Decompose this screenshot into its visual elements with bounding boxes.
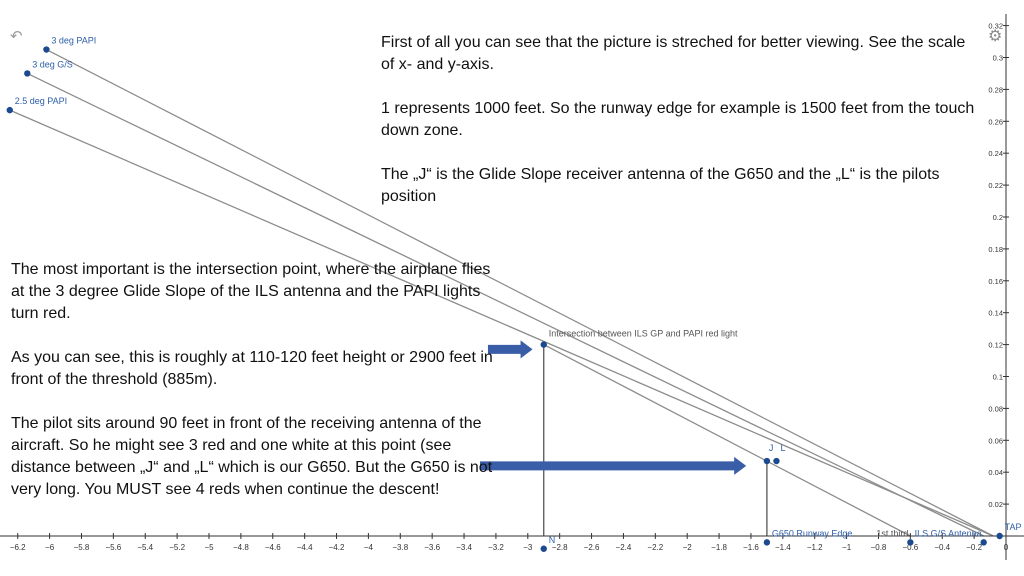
glide-line-0	[46, 48, 994, 537]
point-label-10: TAP	[1005, 522, 1022, 532]
point-1	[24, 70, 31, 77]
note-left-3: The pilot sits around 90 feet in front o…	[11, 415, 493, 498]
y-tick-label: 0.22	[988, 181, 1003, 190]
point-label-7: G650 Runway Edge	[772, 528, 853, 538]
point-3	[540, 341, 547, 348]
point-label-0: 3 deg PAPI	[51, 36, 96, 46]
point-7	[763, 539, 771, 546]
y-tick-label: 0.1	[993, 373, 1003, 382]
x-tick-label: −5.8	[74, 543, 90, 552]
x-tick-label: −1.8	[711, 543, 727, 552]
x-tick-label: −3.6	[424, 543, 440, 552]
y-tick-label: 0.18	[988, 245, 1003, 254]
point-label-5: L	[780, 443, 785, 453]
y-tick-label: 0.14	[988, 309, 1003, 318]
y-tick-label: 0.32	[988, 22, 1003, 31]
pointer-arrow-0	[487, 340, 533, 359]
x-tick-label: −0.6	[902, 543, 918, 552]
x-tick-label: −4	[364, 543, 374, 552]
x-tick-label: −5.6	[105, 543, 121, 552]
point-label-1: 3 deg G/S	[32, 59, 73, 69]
x-tick-label: −2.6	[584, 543, 600, 552]
x-tick-label: −2	[683, 543, 693, 552]
undo-arrow-icon[interactable]: ↶	[10, 27, 23, 45]
point-label-6: N	[549, 535, 556, 545]
x-tick-label: −0.4	[934, 543, 950, 552]
note-right-1: First of all you can see that the pictur…	[381, 34, 966, 73]
point-0	[43, 46, 50, 53]
vertical-guides	[543, 344, 768, 536]
x-tick-label: 0	[1004, 543, 1009, 552]
x-tick-label: −1.6	[743, 543, 759, 552]
x-tick-label: −4.6	[265, 543, 281, 552]
glide-line-2	[9, 109, 994, 537]
y-tick-label: 0.04	[988, 468, 1003, 477]
x-tick-label: −4.2	[329, 543, 345, 552]
note-left-2: As you can see, this is roughly at 110-1…	[11, 349, 493, 388]
x-tick-label: −1.4	[775, 543, 791, 552]
x-tick-label: −4.4	[297, 543, 313, 552]
x-tick-label: −1	[842, 543, 852, 552]
x-tick-label: −0.2	[966, 543, 982, 552]
y-tick-label: 0.24	[988, 149, 1003, 158]
point-label-2: 2.5 deg PAPI	[15, 96, 67, 106]
explanation-text-left: The most important is the intersection p…	[11, 259, 501, 523]
x-tick-label: −3.2	[488, 543, 504, 552]
explanation-text-right: First of all you can see that the pictur…	[381, 32, 981, 230]
y-tick-label: 0.06	[988, 436, 1003, 445]
x-tick-label: −0.8	[871, 543, 887, 552]
gear-icon[interactable]: ⚙	[988, 26, 1003, 45]
y-tick-label: 0.02	[988, 500, 1003, 509]
x-tick-label: −3.4	[456, 543, 472, 552]
axes: −6.2 −6 −5.8 −5.6 −5.4 −5.2 −5 −4.8 −4.6 −4.4 −4.2…	[0, 14, 1024, 560]
y-tick-label: 0.12	[988, 341, 1003, 350]
point-6	[540, 545, 547, 552]
x-tick-label: −2.4	[616, 543, 632, 552]
point-label-3: Intersection between ILS GP and PAPI red…	[549, 329, 738, 339]
point-label-4: J	[769, 443, 774, 453]
point-8	[907, 539, 914, 546]
y-tick-label: 0.26	[988, 117, 1003, 126]
y-tick-label: 0.28	[988, 85, 1003, 94]
x-tick-label: −3	[523, 543, 533, 552]
pointer-arrows	[479, 340, 747, 475]
point-2	[6, 106, 13, 114]
note-left-1: The most important is the intersection p…	[11, 261, 491, 322]
point-4	[763, 457, 771, 465]
x-tick-label: −3.8	[392, 543, 408, 552]
pointer-arrow-1	[479, 456, 747, 475]
glide-line-3	[543, 344, 911, 537]
y-tick-label: 0.2	[993, 213, 1003, 222]
x-tick-label: −6.2	[10, 543, 26, 552]
point-label-9: ILS G/S Antenna	[915, 528, 982, 538]
note-right-3: The „J“ is the Glide Slope receiver ante…	[381, 166, 940, 205]
point-10	[996, 532, 1003, 540]
point-9	[980, 539, 987, 546]
x-tick-label: −2.2	[647, 543, 663, 552]
x-tick-label: −1.2	[807, 543, 823, 552]
x-tick-label: −5	[204, 543, 214, 552]
x-tick-label: −6	[45, 543, 55, 552]
x-tick-label: −4.8	[233, 543, 249, 552]
glide-lines	[9, 48, 994, 537]
y-tick-label: 0.16	[988, 277, 1003, 286]
x-tick-label: −5.2	[169, 543, 185, 552]
point-5	[773, 457, 780, 465]
y-tick-label: 0.08	[988, 404, 1003, 413]
note-right-2: 1 represents 1000 feet. So the runway ed…	[381, 100, 975, 139]
glide-line-1	[27, 72, 984, 537]
y-tick-label: 0.3	[993, 54, 1003, 63]
graph-points: 3 deg PAPI 3 deg G/S 2.5 deg PAPI Intersect…	[6, 36, 1022, 552]
x-tick-label: −2.8	[552, 543, 568, 552]
x-tick-label: −5.4	[137, 543, 153, 552]
point-label-8: 1st third	[876, 528, 908, 538]
